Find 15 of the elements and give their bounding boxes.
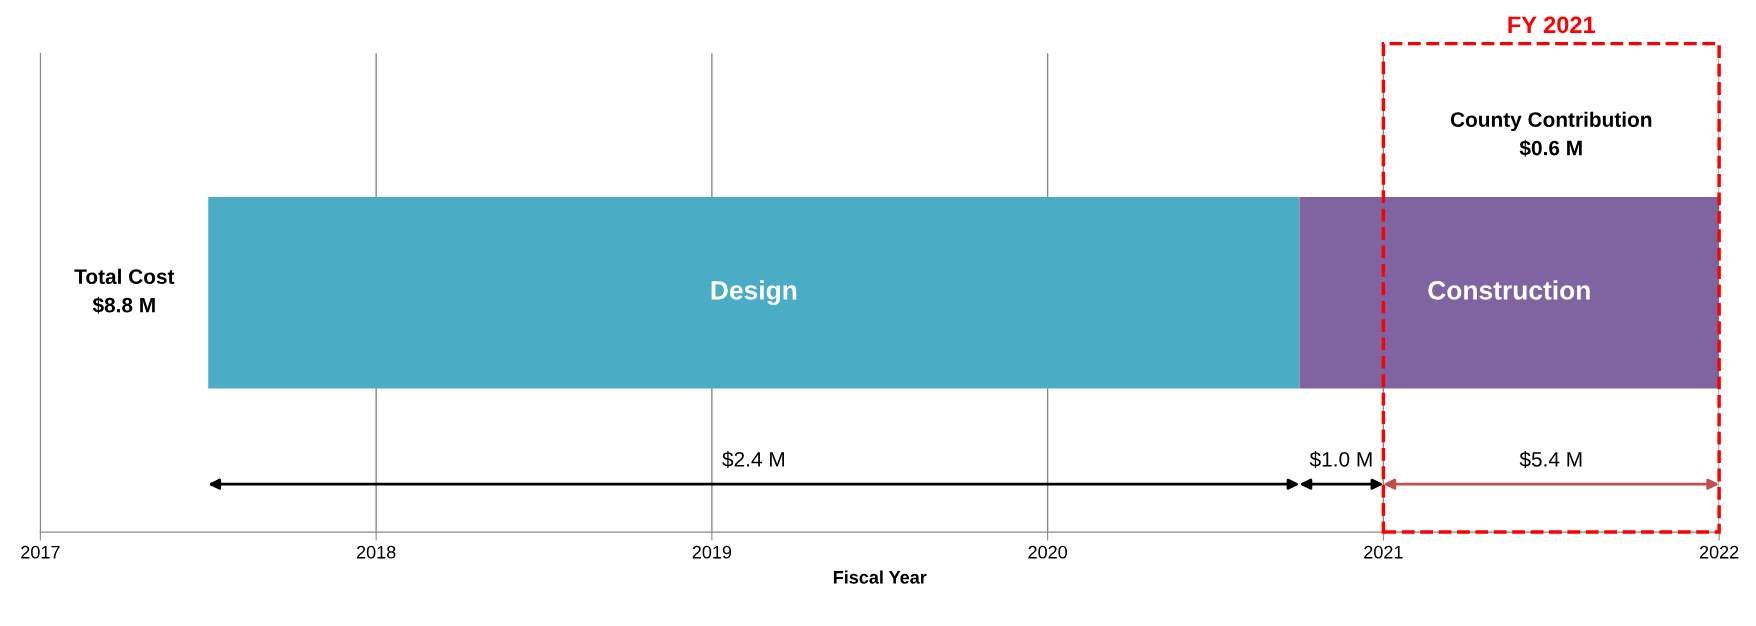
text: FY 2021	[1508, 16, 1596, 34]
annotation: County Contribution $0.6 M	[1450, 111, 1652, 157]
x-tick-label: 2022	[1699, 545, 1739, 559]
annotation: $2.4 M	[722, 451, 784, 468]
x-tick-label: 2018	[356, 545, 396, 559]
series-label: Design	[711, 280, 797, 306]
annotation: $5.4 M	[1519, 451, 1582, 468]
annotation: Total Cost $8.8 M	[74, 268, 175, 314]
x-tick-label: 2019	[692, 545, 732, 559]
x-tick-label: 2020	[1028, 545, 1068, 559]
annotation: $1.0 M	[1309, 451, 1372, 468]
series-label: Construction	[1428, 280, 1590, 300]
x-tick-label: 2021	[1364, 545, 1403, 559]
x-tick-label: 2017	[21, 545, 60, 559]
x-axis-title: Fiscal Year	[833, 570, 927, 584]
